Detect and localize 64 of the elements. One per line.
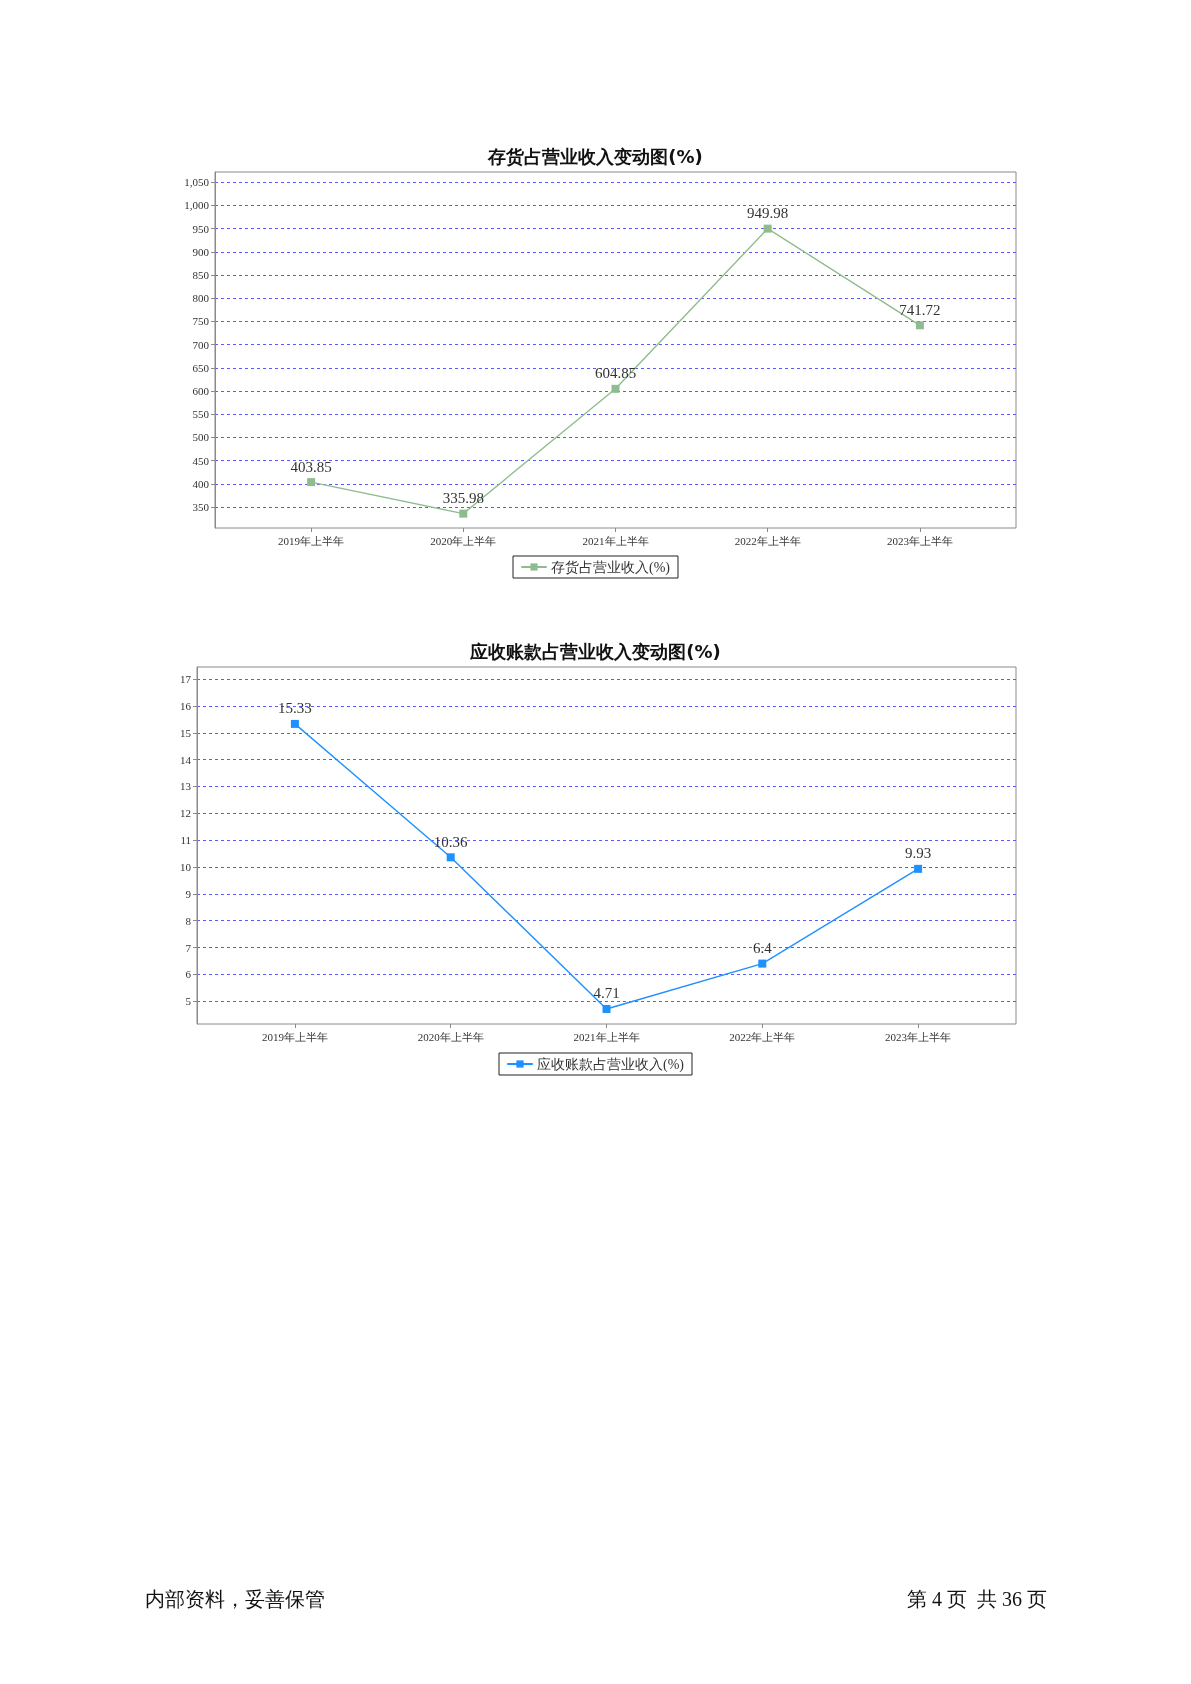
y-tick-label: 450 — [192, 454, 210, 467]
y-tick-label: 850 — [192, 269, 210, 282]
y-tick-label: 650 — [192, 361, 210, 374]
y-tick-label: 16 — [180, 699, 192, 712]
y-tick-label: 950 — [192, 222, 210, 235]
y-tick-label: 350 — [192, 501, 210, 514]
y-tick-label: 1,000 — [184, 199, 210, 212]
y-tick-label: 750 — [192, 315, 210, 328]
x-tick-label: 2019年上半年 — [278, 534, 345, 547]
y-tick-label: 800 — [192, 292, 210, 305]
point — [307, 478, 316, 487]
y-tick-label: 600 — [192, 385, 210, 398]
point — [763, 224, 772, 233]
data-label: 949.98 — [747, 205, 789, 222]
x-tick-label: 2022年上半年 — [734, 534, 801, 547]
y-tick-label: 5 — [185, 995, 192, 1008]
data-label: 10.36 — [433, 833, 469, 850]
y-tick-label: 7 — [185, 941, 192, 954]
x-tick-label: 2022年上半年 — [729, 1030, 796, 1043]
point — [459, 509, 468, 518]
y-tick-label: 12 — [180, 807, 191, 820]
x-tick-label: 2020年上半年 — [430, 534, 497, 547]
y-tick-label: 1,050 — [184, 176, 210, 189]
x-tick-label: 2021年上半年 — [582, 534, 649, 547]
y-tick-label: 13 — [180, 780, 192, 793]
y-tick-label: 400 — [192, 477, 210, 490]
y-tick-label: 900 — [192, 245, 210, 258]
text: 内部资料，妥善保管 — [145, 1587, 325, 1611]
chart-title: 存货占营业收入变动图(%) — [487, 145, 703, 167]
data-label: 741.72 — [899, 301, 941, 318]
data-label: 604.85 — [594, 365, 637, 382]
y-tick-label: 6 — [185, 968, 192, 981]
data-label: 9.93 — [904, 845, 932, 862]
legend-label: 存货占营业收入(%) — [551, 559, 671, 576]
data-label: 335.98 — [442, 490, 484, 507]
data-label: 4.71 — [593, 985, 620, 1002]
text: 第 4 页 共 36 页 — [907, 1587, 1047, 1611]
chart-title: 应收账款占营业收入变动图(%) — [469, 640, 721, 662]
point — [290, 719, 299, 728]
y-tick-label: 500 — [192, 431, 210, 444]
y-tick-label: 550 — [192, 408, 210, 421]
data-label: 6.4 — [752, 940, 773, 957]
data-label: 15.33 — [278, 700, 312, 717]
data-label: 403.85 — [290, 458, 332, 475]
legend-label: 应收账款占营业收入(%) — [537, 1056, 685, 1073]
y-tick-label: 700 — [192, 338, 210, 351]
y-tick-label: 17 — [180, 673, 192, 686]
y-tick-label: 9 — [185, 887, 192, 900]
x-tick-label: 2021年上半年 — [573, 1030, 640, 1043]
y-tick-label: 10 — [180, 860, 192, 873]
y-tick-label: 11 — [180, 834, 191, 847]
point — [611, 384, 620, 393]
point — [602, 1004, 611, 1013]
point — [446, 853, 455, 862]
y-tick-label: 15 — [180, 726, 192, 739]
y-tick-label: 14 — [180, 753, 192, 766]
point — [758, 959, 767, 968]
x-tick-label: 2019年上半年 — [261, 1030, 328, 1043]
point — [914, 864, 923, 873]
point — [915, 321, 924, 330]
x-tick-label: 2023年上半年 — [886, 534, 953, 547]
x-tick-label: 2020年上半年 — [417, 1030, 484, 1043]
y-tick-label: 8 — [185, 914, 192, 927]
x-tick-label: 2023年上半年 — [885, 1030, 952, 1043]
